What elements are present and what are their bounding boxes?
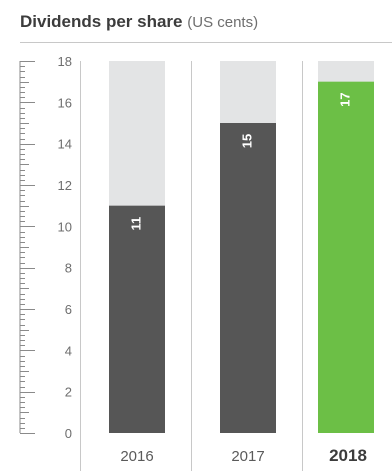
x-category-label: 2018 xyxy=(329,446,367,465)
y-tick-label: 14 xyxy=(58,137,72,152)
y-tick-label: 10 xyxy=(58,219,72,234)
bar-value-label: 11 xyxy=(129,217,144,231)
x-category-label: 2017 xyxy=(231,448,264,465)
title-divider xyxy=(20,42,392,43)
bar-2017 xyxy=(220,123,276,433)
y-tick-label: 0 xyxy=(65,426,72,441)
bars: 11 15 17 xyxy=(109,61,374,434)
y-tick-label: 12 xyxy=(58,178,72,193)
chart-title-main: Dividends per share xyxy=(20,12,183,31)
column-dividers xyxy=(80,61,303,471)
x-category-label: 2016 xyxy=(120,448,153,465)
y-tick-label: 18 xyxy=(58,54,72,69)
y-axis-tick-labels: 0 2 4 6 8 10 12 14 16 18 xyxy=(58,54,72,441)
y-tick-label: 8 xyxy=(65,261,72,276)
category-labels: 2016 2017 2018 xyxy=(120,446,367,465)
y-axis-ruler xyxy=(19,61,35,434)
chart-title: Dividends per share (US cents) xyxy=(20,12,258,32)
y-tick-label: 6 xyxy=(65,302,72,317)
y-tick-label: 16 xyxy=(58,95,72,110)
y-tick-label: 4 xyxy=(65,343,72,358)
bar-2018 xyxy=(318,81,374,434)
bar-2016 xyxy=(109,205,165,433)
y-tick-label: 2 xyxy=(65,385,72,400)
chart-title-units: (US cents) xyxy=(187,14,259,31)
bar-value-label: 17 xyxy=(338,92,353,106)
bar-value-label: 15 xyxy=(240,134,255,148)
